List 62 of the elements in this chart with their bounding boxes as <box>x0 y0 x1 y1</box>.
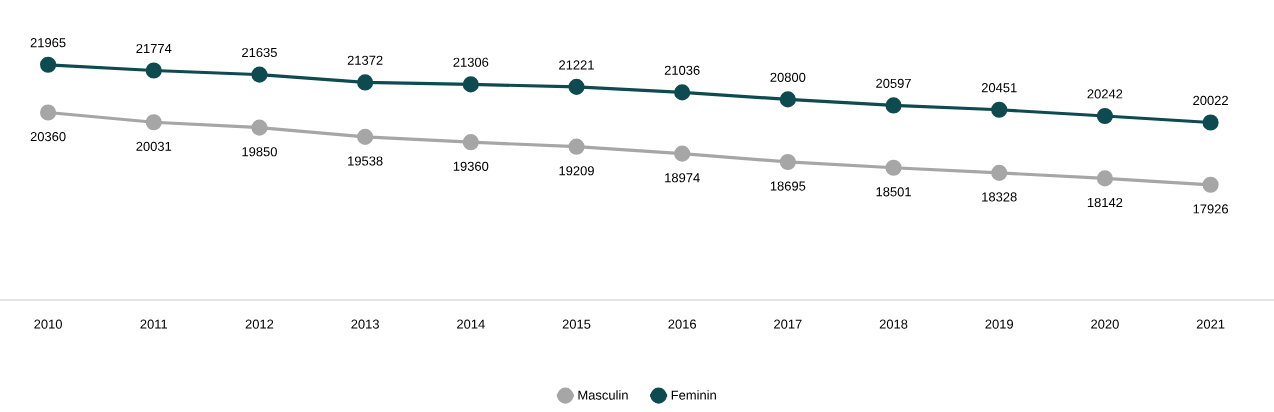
point <box>357 74 374 91</box>
point <box>885 97 902 114</box>
point <box>885 159 902 176</box>
point <box>674 84 691 101</box>
x-tick-label: 2010 <box>34 319 62 329</box>
data-label: 21774 <box>136 43 172 53</box>
point <box>251 119 268 136</box>
data-label: 21635 <box>242 47 277 58</box>
point <box>462 76 479 93</box>
point <box>779 153 796 171</box>
data-label: 19209 <box>559 166 594 176</box>
data-label: 20451 <box>981 83 1017 93</box>
point <box>674 145 691 162</box>
x-tick-label: 2020 <box>1091 319 1119 329</box>
data-label: 18695 <box>770 181 806 191</box>
data-label: 20597 <box>876 78 911 88</box>
data-label: 18501 <box>876 187 911 197</box>
x-tick-label: 2018 <box>879 319 908 329</box>
legend-label: Feminin <box>671 390 716 400</box>
data-label: 21965 <box>30 38 66 48</box>
x-tick-label: 2021 <box>1196 319 1225 329</box>
point <box>568 78 585 95</box>
data-label: 19850 <box>242 147 277 157</box>
legend-label: Masculin <box>578 390 628 400</box>
data-label: 17926 <box>1193 204 1229 214</box>
data-label: 20242 <box>1087 89 1123 99</box>
data-label: 18328 <box>982 192 1017 202</box>
data-label: 21306 <box>453 57 489 67</box>
x-tick-label: 2011 <box>140 319 168 329</box>
data-label: 18142 <box>1087 197 1123 208</box>
point <box>568 138 585 155</box>
x-tick-label: 2016 <box>668 319 697 329</box>
data-label: 19360 <box>453 161 489 171</box>
point <box>779 91 796 108</box>
point <box>145 114 162 131</box>
point <box>251 66 268 83</box>
point <box>462 134 479 151</box>
point <box>40 104 57 121</box>
data-label: 21221 <box>559 60 594 70</box>
point <box>1202 176 1219 193</box>
x-tick-label: 2014 <box>457 319 485 329</box>
x-tick-label: 2019 <box>985 319 1014 329</box>
data-label: 18974 <box>665 173 700 183</box>
point <box>1096 107 1113 125</box>
data-label: 19538 <box>348 156 383 166</box>
point <box>1096 170 1113 187</box>
data-label: 21372 <box>347 55 383 65</box>
data-label: 20022 <box>1193 95 1228 106</box>
point <box>1202 114 1219 131</box>
point <box>40 56 57 73</box>
data-label: 21036 <box>664 65 700 75</box>
point <box>357 128 374 145</box>
data-label: 20800 <box>770 72 806 82</box>
point <box>991 101 1008 118</box>
x-tick-label: 2012 <box>245 319 274 329</box>
x-tick-label: 2015 <box>562 319 591 329</box>
x-tick-label: 2017 <box>774 319 802 329</box>
data-label: 20360 <box>30 132 66 142</box>
point <box>991 164 1008 181</box>
data-label: 20031 <box>136 141 172 151</box>
point <box>145 62 162 79</box>
x-tick-label: 2013 <box>351 319 379 329</box>
